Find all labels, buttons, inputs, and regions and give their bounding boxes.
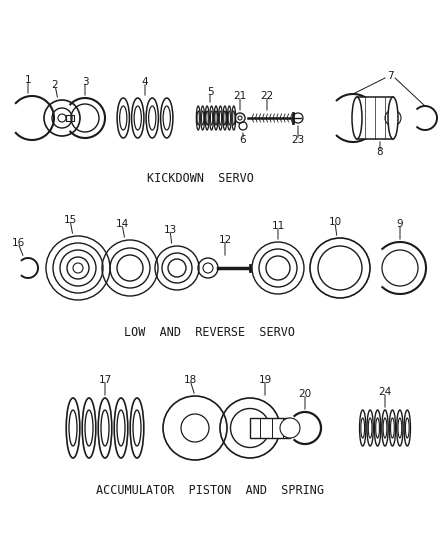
Text: 17: 17	[99, 375, 112, 385]
Ellipse shape	[233, 111, 235, 125]
Ellipse shape	[214, 106, 218, 130]
Ellipse shape	[161, 98, 173, 138]
Ellipse shape	[98, 398, 112, 458]
Text: 3: 3	[82, 77, 88, 87]
Ellipse shape	[85, 410, 93, 446]
Ellipse shape	[361, 418, 364, 438]
Ellipse shape	[228, 111, 230, 125]
Text: 6: 6	[240, 135, 246, 145]
Text: 20: 20	[298, 389, 311, 399]
Ellipse shape	[134, 106, 141, 130]
Text: 1: 1	[25, 75, 31, 85]
Ellipse shape	[383, 418, 387, 438]
Ellipse shape	[69, 410, 77, 446]
Bar	[250, 418, 290, 438]
Text: 14: 14	[115, 219, 129, 229]
Ellipse shape	[206, 111, 208, 125]
Ellipse shape	[227, 106, 231, 130]
Text: 13: 13	[163, 225, 177, 235]
Ellipse shape	[360, 410, 366, 446]
Circle shape	[58, 114, 66, 122]
Text: 16: 16	[11, 238, 25, 248]
Ellipse shape	[406, 418, 409, 438]
Ellipse shape	[120, 106, 127, 130]
Text: 5: 5	[207, 87, 213, 97]
Ellipse shape	[368, 418, 372, 438]
Bar	[357, 97, 393, 139]
Ellipse shape	[382, 410, 388, 446]
Ellipse shape	[389, 410, 396, 446]
Text: 9: 9	[397, 219, 403, 229]
Ellipse shape	[66, 398, 80, 458]
Ellipse shape	[148, 106, 156, 130]
Text: 10: 10	[328, 217, 342, 227]
Text: 4: 4	[141, 77, 148, 87]
Text: 18: 18	[184, 375, 197, 385]
Ellipse shape	[404, 410, 410, 446]
Ellipse shape	[146, 98, 159, 138]
Ellipse shape	[391, 418, 394, 438]
Ellipse shape	[219, 111, 222, 125]
Ellipse shape	[130, 398, 144, 458]
Text: ACCUMULATOR  PISTON  AND  SPRING: ACCUMULATOR PISTON AND SPRING	[96, 484, 324, 497]
Text: 12: 12	[219, 235, 232, 245]
Ellipse shape	[131, 98, 144, 138]
Text: 2: 2	[52, 80, 58, 90]
Ellipse shape	[232, 106, 236, 130]
Text: 11: 11	[272, 221, 285, 231]
Text: 21: 21	[233, 91, 247, 101]
Ellipse shape	[210, 111, 213, 125]
Text: 8: 8	[377, 147, 383, 157]
Ellipse shape	[376, 418, 379, 438]
Ellipse shape	[196, 106, 200, 130]
Ellipse shape	[133, 410, 141, 446]
Ellipse shape	[352, 97, 362, 139]
Ellipse shape	[397, 410, 403, 446]
Ellipse shape	[210, 106, 213, 130]
Text: 19: 19	[258, 375, 272, 385]
Text: LOW  AND  REVERSE  SERVO: LOW AND REVERSE SERVO	[124, 327, 296, 340]
Ellipse shape	[223, 106, 227, 130]
Ellipse shape	[398, 418, 402, 438]
Text: 15: 15	[64, 215, 77, 225]
Circle shape	[280, 418, 300, 438]
Text: 24: 24	[378, 387, 392, 397]
Ellipse shape	[201, 111, 204, 125]
Text: KICKDOWN  SERVO: KICKDOWN SERVO	[147, 172, 254, 184]
Ellipse shape	[201, 106, 205, 130]
Ellipse shape	[374, 410, 381, 446]
Ellipse shape	[197, 111, 199, 125]
Text: 22: 22	[260, 91, 274, 101]
Ellipse shape	[215, 111, 217, 125]
Ellipse shape	[367, 410, 373, 446]
Circle shape	[73, 263, 83, 273]
Ellipse shape	[114, 398, 128, 458]
Ellipse shape	[163, 106, 170, 130]
Ellipse shape	[82, 398, 96, 458]
Ellipse shape	[117, 98, 129, 138]
Ellipse shape	[388, 97, 398, 139]
Text: 7: 7	[387, 71, 393, 81]
Ellipse shape	[117, 410, 125, 446]
Bar	[66, 115, 74, 121]
Text: 23: 23	[291, 135, 304, 145]
Ellipse shape	[219, 106, 223, 130]
Ellipse shape	[224, 111, 226, 125]
Ellipse shape	[101, 410, 109, 446]
Ellipse shape	[205, 106, 209, 130]
